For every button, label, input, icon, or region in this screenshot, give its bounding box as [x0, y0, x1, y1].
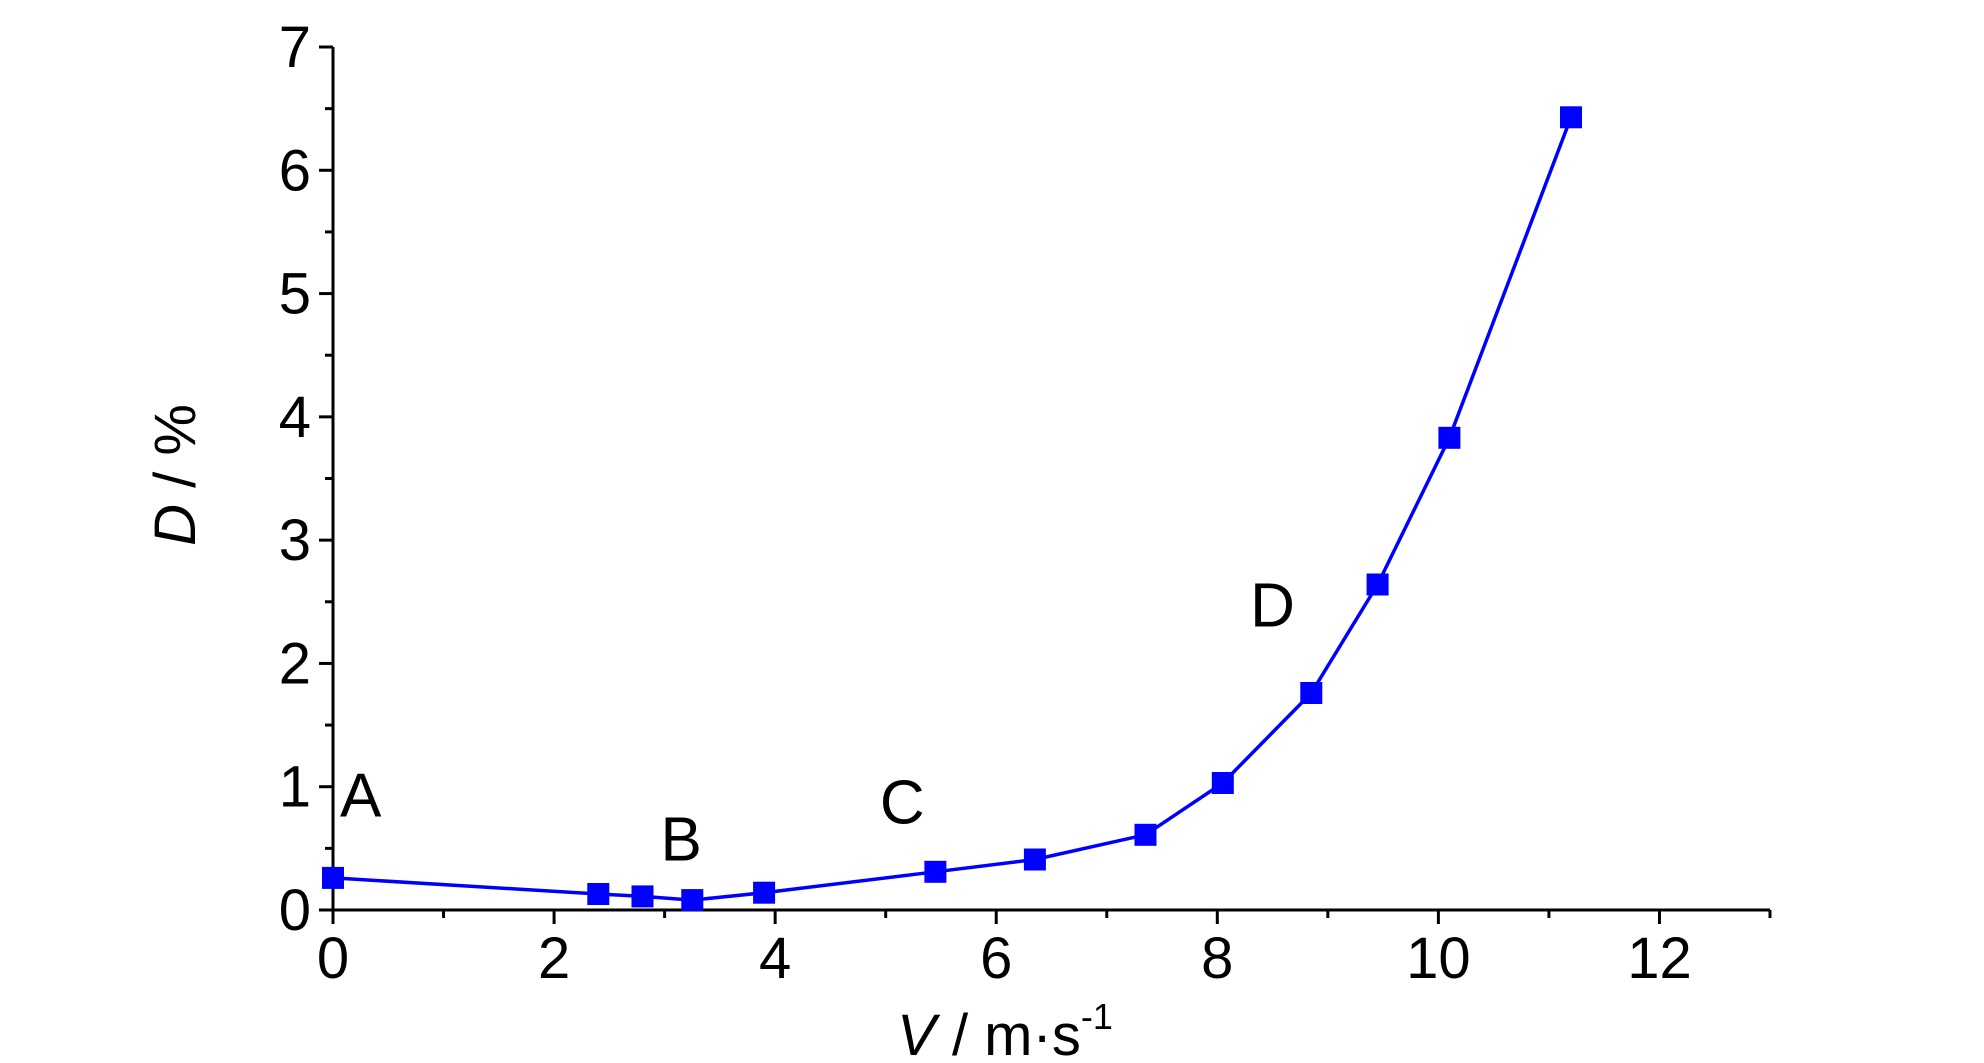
x-tick-label: 10	[1406, 926, 1471, 991]
annotation-label: C	[880, 769, 925, 838]
y-tick-label: 7	[279, 15, 311, 80]
annotations: A B C D	[340, 571, 1295, 874]
y-tick-label: 5	[279, 262, 311, 327]
y-tick-label: 4	[279, 385, 311, 450]
series-line	[332, 116, 1573, 902]
y-tick-label: 1	[279, 755, 311, 820]
y-tick-label: 0	[279, 878, 311, 943]
y-tick-label: 6	[279, 138, 311, 203]
x-axis-title: V / m·s-1	[897, 996, 1113, 1063]
data-point	[681, 889, 704, 912]
x-tick-label: 12	[1627, 926, 1692, 991]
data-point	[924, 860, 947, 883]
annotation-label: D	[1250, 571, 1295, 640]
annotation-label: B	[661, 806, 702, 875]
axes	[331, 47, 1770, 912]
data-point	[1366, 573, 1389, 596]
x-tick-label: 6	[980, 926, 1012, 991]
x-tick-label: 8	[1201, 926, 1233, 991]
x-tick-label: 0	[317, 926, 349, 991]
data-point	[1211, 772, 1234, 794]
data-point	[587, 883, 610, 905]
data-point	[631, 885, 654, 908]
series	[322, 106, 1582, 912]
annotation-label: A	[340, 761, 382, 830]
y-tick-label: 3	[279, 508, 311, 573]
x-tick-label: 4	[759, 926, 791, 991]
data-point	[1023, 848, 1046, 871]
data-point	[1560, 106, 1582, 129]
x-tick-label: 2	[538, 926, 570, 991]
data-point	[1134, 823, 1157, 846]
data-point	[1300, 682, 1323, 704]
y-tick-label: 2	[279, 631, 311, 696]
data-point	[1438, 426, 1461, 449]
y-axis-title: D / %	[143, 404, 208, 546]
data-point	[753, 881, 776, 904]
data-point	[322, 866, 344, 889]
